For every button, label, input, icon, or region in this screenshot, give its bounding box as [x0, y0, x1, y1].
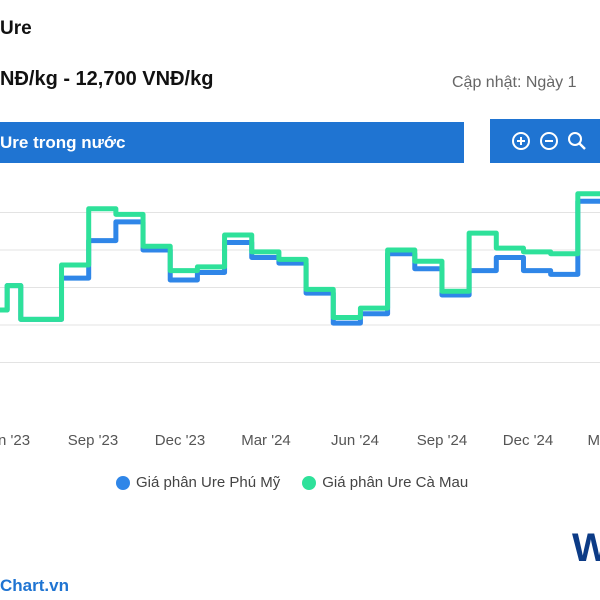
x-tick-label: M	[588, 432, 600, 449]
legend: Giá phân Ure Phú Mỹ Giá phân Ure Cà Mau	[116, 474, 468, 491]
tab-label: Ure trong nước	[0, 132, 126, 152]
legend-item-phu-my[interactable]: Giá phân Ure Phú Mỹ	[116, 474, 280, 491]
x-tick-label: Mar '24	[241, 432, 291, 449]
legend-dot-ca-mau	[302, 475, 317, 490]
x-tick-label: Sep '23	[68, 432, 118, 449]
x-tick-label: Dec '24	[503, 432, 553, 449]
series-line-ca-mau[interactable]	[0, 191, 600, 322]
price-chart: n '23 Sep '23 Dec '23 Mar '24 Jun '24 Sep '24…	[0, 191, 600, 449]
tab-ure-domestic[interactable]: Ure trong nước	[0, 122, 464, 163]
zoom-toolbar	[490, 119, 600, 163]
zoom-out-icon[interactable]	[538, 130, 560, 152]
zoom-in-icon[interactable]	[510, 130, 532, 152]
legend-item-ca-mau[interactable]: Giá phân Ure Cà Mau	[302, 474, 468, 491]
update-text: Cập nhật: Ngày 1	[452, 74, 577, 91]
price-range: NĐ/kg - 12,700 VNĐ/kg	[0, 68, 214, 90]
x-tick-label: Sep '24	[417, 432, 467, 449]
x-tick-label: n '23	[0, 432, 30, 449]
page-title: Ure	[0, 18, 32, 39]
legend-label-phu-my: Giá phân Ure Phú Mỹ	[136, 474, 281, 491]
logo: W	[572, 526, 600, 570]
magnifier-icon[interactable]	[566, 130, 588, 152]
x-tick-label: Jun '24	[331, 432, 379, 449]
legend-dot-phu-my	[116, 475, 130, 490]
x-tick-label: Dec '23	[155, 432, 205, 449]
brand-link[interactable]: Chart.vn	[0, 576, 69, 595]
legend-label-ca-mau: Giá phân Ure Cà Mau	[322, 474, 469, 491]
